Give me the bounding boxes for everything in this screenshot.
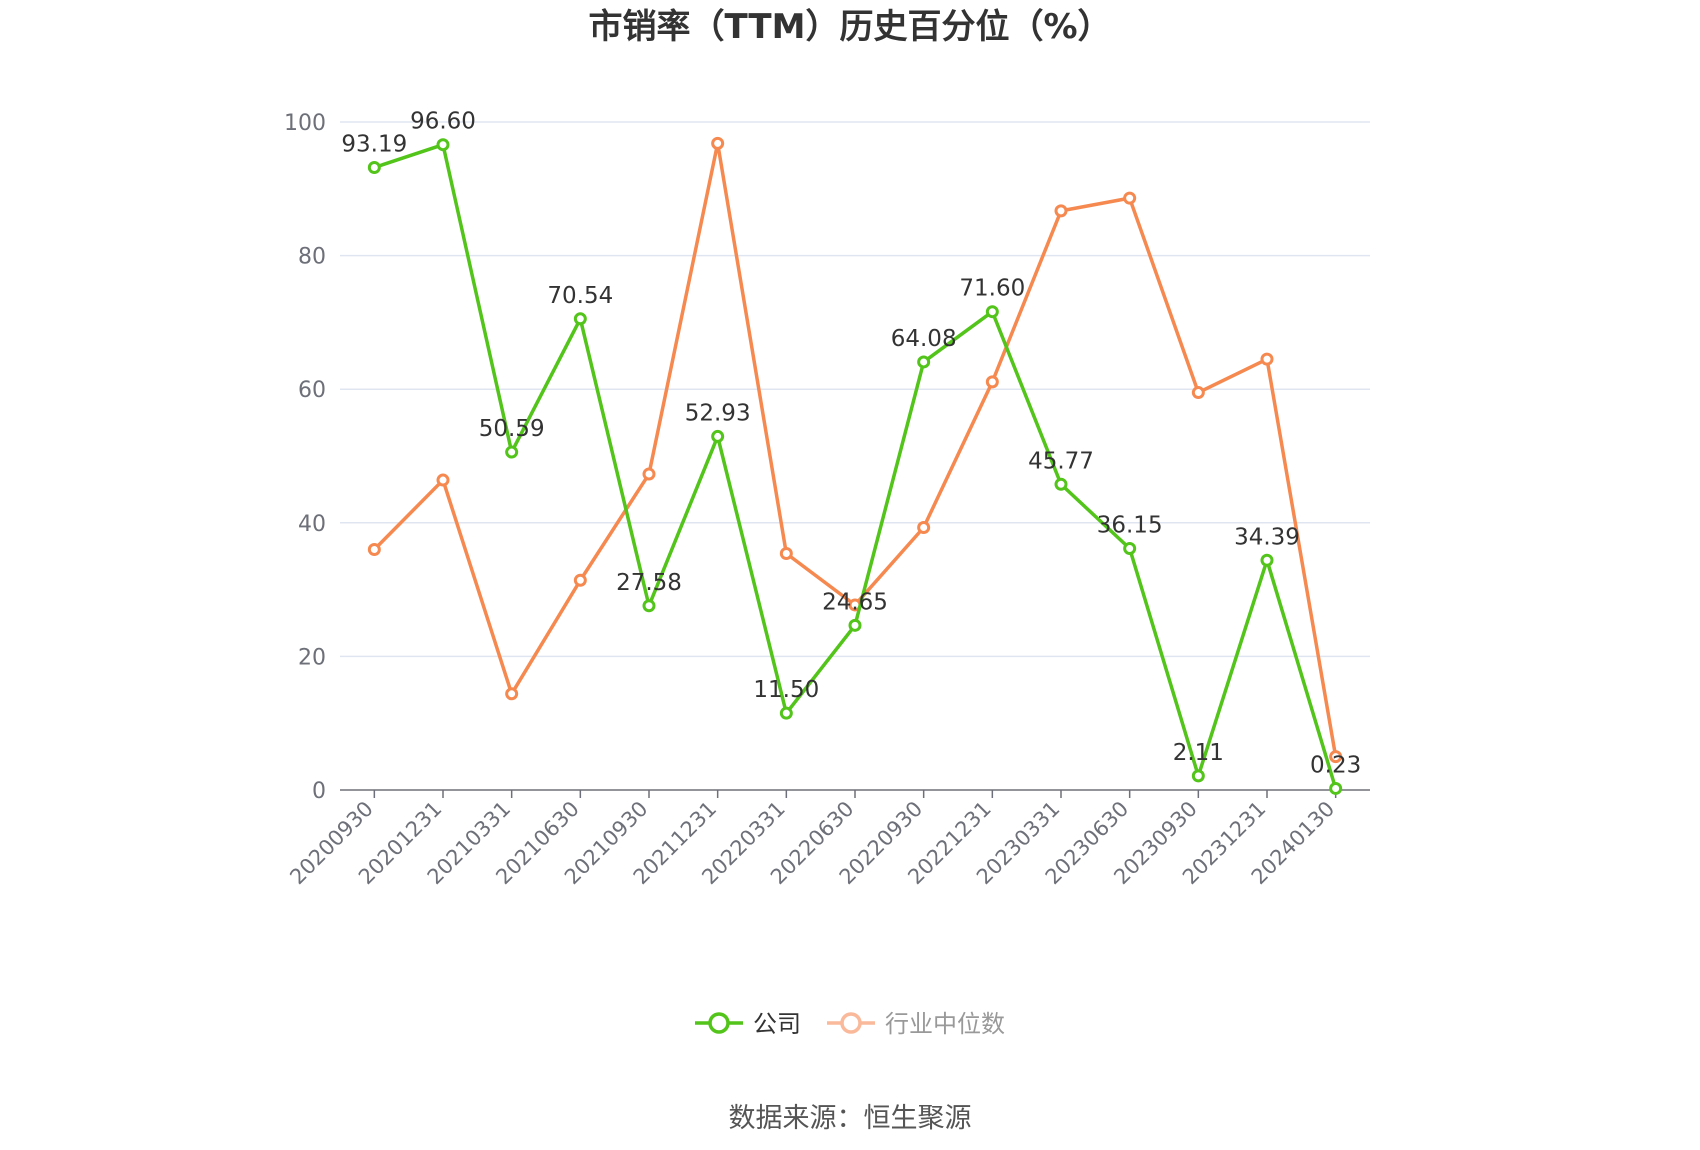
legend-marker <box>708 1012 730 1034</box>
data-point <box>1329 781 1343 795</box>
data-point <box>436 473 450 487</box>
data-point <box>1260 553 1274 567</box>
data-point <box>1191 386 1205 400</box>
data-label: 34.39 <box>1234 524 1300 550</box>
data-label: 2.11 <box>1173 740 1224 766</box>
data-label: 96.60 <box>410 109 476 135</box>
data-point <box>573 312 587 326</box>
data-label: 36.15 <box>1097 513 1163 539</box>
data-point <box>779 547 793 561</box>
data-point <box>1191 769 1205 783</box>
data-point <box>1054 477 1068 491</box>
data-point <box>1054 204 1068 218</box>
chart-title: 市销率（TTM）历史百分位（%） <box>588 7 1111 47</box>
data-point <box>711 136 725 150</box>
data-point <box>505 687 519 701</box>
y-tick-label: 60 <box>298 378 326 403</box>
data-point <box>848 618 862 632</box>
series-line <box>372 141 1338 759</box>
data-point <box>1260 352 1274 366</box>
data-label: 50.59 <box>479 416 545 442</box>
legend-label: 行业中位数 <box>885 1010 1005 1038</box>
data-point <box>985 375 999 389</box>
data-point <box>642 599 656 613</box>
data-point <box>985 305 999 319</box>
data-label: 70.54 <box>547 283 613 309</box>
data-point <box>1123 542 1137 556</box>
y-tick-label: 20 <box>298 645 326 670</box>
legend[interactable]: 公司 行业中位数 <box>695 1010 1005 1038</box>
y-tick-label: 40 <box>298 512 326 537</box>
data-label: 93.19 <box>341 131 407 157</box>
data-label: 64.08 <box>891 326 957 352</box>
data-source: 数据来源：恒生聚源 <box>729 1103 972 1134</box>
x-axis: 2020093020201231202103312021063020210930… <box>285 789 1370 889</box>
y-axis: 0 20 40 60 80 100 <box>284 111 326 804</box>
data-point <box>1329 750 1343 764</box>
grid-lines <box>340 121 1370 658</box>
data-point <box>367 543 381 557</box>
data-point <box>642 467 656 481</box>
data-point <box>1123 191 1137 205</box>
data-label: 11.50 <box>753 677 819 703</box>
legend-label: 公司 <box>753 1010 801 1038</box>
data-label: 52.93 <box>685 400 751 426</box>
legend-item[interactable]: 公司 <box>695 1010 801 1038</box>
data-point <box>573 573 587 587</box>
data-label: 24.65 <box>822 589 888 615</box>
y-tick-label: 100 <box>284 111 326 136</box>
data-label: 71.60 <box>959 276 1025 302</box>
data-point <box>436 138 450 152</box>
y-tick-label: 80 <box>298 245 326 270</box>
data-point <box>505 445 519 459</box>
data-label: 45.77 <box>1028 448 1094 474</box>
series-layer <box>367 136 1343 795</box>
y-tick-label: 0 <box>312 779 326 804</box>
data-point <box>711 429 725 443</box>
data-label: 27.58 <box>616 570 682 596</box>
legend-item[interactable]: 行业中位数 <box>827 1010 1005 1038</box>
legend-marker <box>840 1012 862 1034</box>
data-point <box>917 355 931 369</box>
data-point <box>779 706 793 720</box>
data-point <box>367 160 381 174</box>
data-point <box>917 520 931 534</box>
data-label: 0.23 <box>1310 752 1361 778</box>
series-line <box>372 142 1338 791</box>
